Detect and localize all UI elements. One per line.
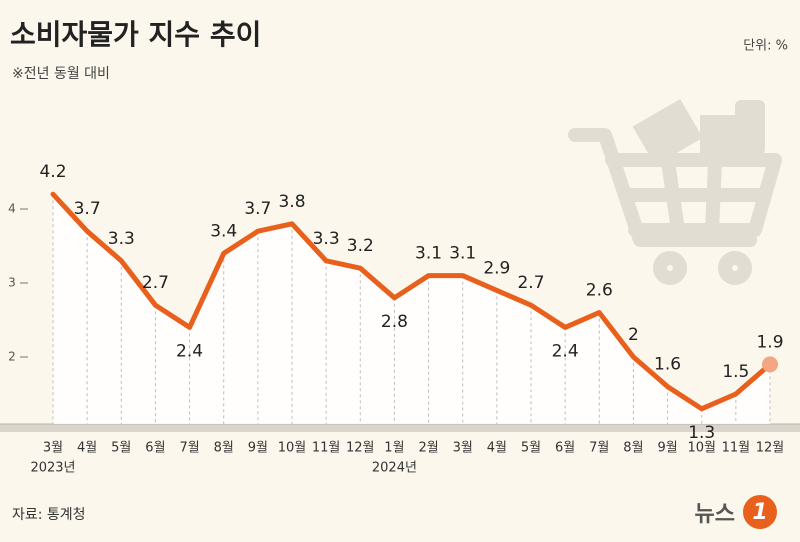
chart-title: 소비자물가 지수 추이	[10, 18, 261, 51]
logo-text: 뉴스	[695, 502, 735, 527]
last-point-marker	[762, 356, 778, 373]
year-label: 2023년	[30, 461, 75, 476]
x-tick-label: 9월	[248, 441, 268, 456]
baseline-band	[0, 424, 800, 432]
data-label: 1.6	[654, 355, 681, 375]
data-label: 3.3	[108, 229, 135, 249]
data-label: 4.2	[39, 162, 66, 182]
data-label: 2.8	[381, 312, 408, 332]
x-tick-label: 12월	[756, 441, 785, 456]
x-tick-label: 5월	[111, 441, 131, 456]
data-label: 3.8	[278, 192, 305, 212]
data-label: 3.7	[74, 199, 101, 219]
y-tick-label: 4	[8, 202, 16, 216]
x-tick-label: 4월	[77, 441, 97, 456]
data-label: 3.1	[449, 244, 476, 264]
data-label: 2.9	[483, 258, 510, 278]
x-tick-label: 10월	[687, 441, 716, 456]
x-tick-label: 7월	[179, 441, 199, 456]
chart-subtitle: ※전년 동월 대비	[12, 66, 110, 82]
x-tick-label: 3월	[453, 441, 473, 456]
data-label: 3.4	[210, 221, 237, 241]
year-label: 2024년	[372, 461, 417, 476]
logo-circle	[743, 495, 777, 529]
line	[50, 191, 773, 412]
x-tick-label: 5월	[521, 441, 541, 456]
x-tick-label: 11월	[312, 441, 341, 456]
data-label: 2.6	[586, 281, 613, 301]
y-tick-label: 2	[8, 350, 16, 364]
x-tick-label: 10월	[278, 441, 307, 456]
x-tick-label: 2월	[418, 441, 438, 456]
cart-icon	[568, 128, 782, 285]
x-tick-label: 9월	[657, 441, 677, 456]
data-label: 2.4	[552, 341, 579, 361]
cart-goods	[632, 98, 765, 166]
data-label: 1.9	[756, 332, 783, 352]
x-tick-label: 8월	[214, 441, 234, 456]
x-tick-label: 1월	[384, 441, 404, 456]
x-tick-label: 8월	[623, 441, 643, 456]
data-label: 2.7	[142, 273, 169, 293]
x-tick-label: 11월	[722, 441, 751, 456]
data-label: 2.4	[176, 341, 203, 361]
x-tick-label: 6월	[145, 441, 165, 456]
x-tick-label: 7월	[589, 441, 609, 456]
x-tick-label: 6월	[555, 441, 575, 456]
x-tick-label: 4월	[487, 441, 507, 456]
x-tick-label: 3월	[43, 441, 63, 456]
data-label: 1.5	[722, 362, 749, 382]
logo-badge: 1	[752, 500, 767, 525]
data-label: 1.3	[688, 423, 715, 443]
x-tick-label: 12월	[346, 441, 375, 456]
data-label: 3.1	[415, 244, 442, 264]
source: 자료: 통계청	[12, 507, 86, 523]
y-tick-label: 3	[8, 276, 16, 290]
data-label: 2	[628, 325, 639, 345]
area-fill	[53, 194, 770, 424]
data-label: 3.7	[244, 199, 271, 219]
unit-label: 단위: %	[743, 39, 788, 54]
data-label: 2.7	[517, 273, 544, 293]
data-label: 3.2	[347, 236, 374, 256]
data-label: 3.3	[313, 229, 340, 249]
